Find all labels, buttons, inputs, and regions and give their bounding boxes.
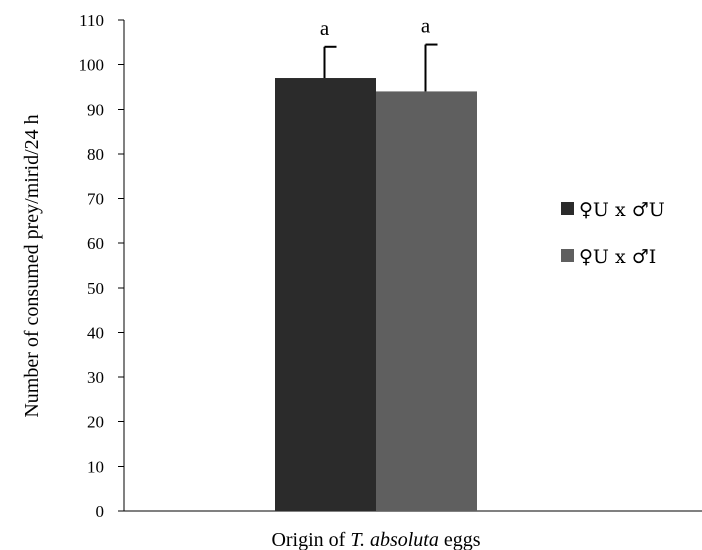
legend: ♀U x ♂U ♀U x ♂I bbox=[561, 199, 665, 268]
bar-1 bbox=[275, 78, 376, 511]
x-axis-title-prefix: Origin of bbox=[271, 529, 350, 550]
legend-label-1: ♀U x ♂U bbox=[579, 199, 665, 221]
y-tick-label: 80 bbox=[87, 145, 104, 164]
y-tick-label: 30 bbox=[87, 368, 104, 387]
legend-label-2: ♀U x ♂I bbox=[579, 246, 656, 268]
y-tick-label: 100 bbox=[79, 56, 105, 75]
y-tick-label: 90 bbox=[87, 100, 104, 119]
x-axis-title-italic: T. absoluta bbox=[350, 529, 439, 550]
y-axis-title: Number of consumed prey/mirid/24 h bbox=[21, 114, 43, 417]
bar-2 bbox=[376, 91, 477, 511]
significance-label-1: a bbox=[320, 16, 330, 40]
x-axis-title-suffix: eggs bbox=[439, 529, 481, 550]
legend-swatch-2 bbox=[561, 249, 574, 262]
y-tick-label: 20 bbox=[87, 413, 104, 432]
y-tick-label: 60 bbox=[87, 234, 104, 253]
y-tick-label: 40 bbox=[87, 323, 104, 342]
legend-swatch-1 bbox=[561, 202, 574, 215]
y-tick-label: 10 bbox=[87, 457, 104, 476]
y-tick-label: 0 bbox=[96, 502, 105, 521]
y-tick-label: 70 bbox=[87, 190, 104, 209]
y-tick-label: 50 bbox=[87, 279, 104, 298]
x-axis-title: Origin of T. absoluta eggs bbox=[271, 529, 480, 550]
y-axis-ticks: 0 10 20 30 40 50 60 70 80 90 100 110 bbox=[79, 11, 124, 521]
significance-label-2: a bbox=[421, 14, 431, 38]
y-tick-label: 110 bbox=[79, 11, 104, 30]
